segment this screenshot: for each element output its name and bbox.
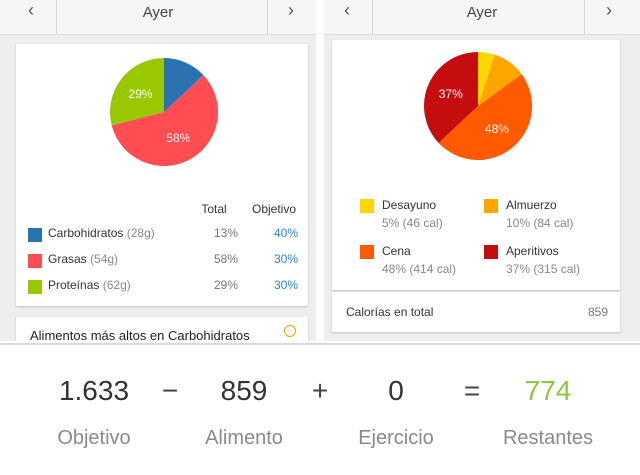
legend-detail: 10% (84 cal) — [506, 216, 574, 230]
info-icon[interactable] — [284, 325, 296, 337]
top-foods-title: Alimentos más altos en Carbohidratos — [30, 328, 250, 341]
plus-sign: + — [311, 375, 329, 406]
macros-slice-carbohidratos — [164, 58, 204, 112]
meals-card: 48% 37% Desayuno 5% (46 cal) Almuerzo 10%… — [332, 40, 620, 290]
goal-label: Objetivo — [57, 427, 131, 449]
meals-slice-desayuno — [478, 52, 495, 106]
chevron-left-icon[interactable]: ‹ — [28, 0, 34, 20]
meals-slice-aperitivos — [424, 52, 478, 143]
food-value: 859 — [220, 375, 268, 406]
legend-detail: 37% (315 cal) — [506, 262, 581, 276]
calories-panel: ‹ Ayer › 48% 37% Desayuno 5% (46 cal) Alm… — [324, 0, 640, 341]
legend-name: Almuerzo — [506, 198, 557, 212]
total-calories-value: 859 — [587, 305, 608, 319]
macros-slice-grasas — [111, 75, 218, 166]
exercise-label: Ejercicio — [358, 427, 434, 449]
legend-detail: 5% (46 cal) — [382, 216, 443, 230]
chevron-right-icon[interactable]: › — [606, 0, 612, 20]
macro-name: Grasas — [48, 252, 87, 266]
macros-pie-chart: 58% 29% — [110, 58, 218, 166]
legend-name: Cena — [382, 244, 411, 258]
legend-name: Aperitivos — [506, 244, 559, 258]
macro-row-carbs[interactable]: Carbohidratos (28g) 13% 40% — [28, 224, 298, 248]
macros-slice-proteínas — [110, 58, 164, 126]
legend-name: Desayuno — [382, 198, 437, 212]
macro-grams: (28g) — [126, 226, 155, 240]
macro-name: Proteínas — [48, 278, 100, 292]
remaining-label: Restantes — [502, 427, 594, 449]
protein-color-swatch — [28, 280, 42, 294]
date-navigator: ‹ Ayer › — [0, 0, 316, 35]
breakfast-color-swatch — [360, 199, 374, 213]
snacks-color-swatch — [484, 245, 498, 259]
exercise-value: 0 — [388, 375, 404, 406]
macros-slice-label: 58% — [166, 131, 190, 145]
macro-goal[interactable]: 40% — [273, 226, 299, 240]
food-label: Alimento — [205, 427, 283, 449]
calorie-summary: 1.633 − 859 + 0 = 774 Objetivo Alimento … — [0, 343, 640, 475]
carbs-color-swatch — [28, 228, 42, 242]
meals-slice-label: 37% — [439, 87, 463, 101]
chevron-right-icon[interactable]: › — [288, 0, 294, 20]
dinner-color-swatch — [360, 245, 374, 259]
macro-grams: (54g) — [90, 252, 119, 266]
equals-sign: = — [463, 375, 481, 406]
macro-row-protein[interactable]: Proteínas (62g) 29% 30% — [28, 276, 298, 300]
column-header-goal: Objetivo — [251, 202, 297, 216]
legend-detail: 48% (414 cal) — [382, 262, 457, 276]
meals-slice-almuerzo — [478, 54, 522, 106]
meals-pie-chart: 48% 37% — [424, 52, 532, 160]
macro-name: Carbohidratos — [48, 226, 124, 240]
macro-goal[interactable]: 30% — [273, 278, 299, 292]
date-label: Ayer — [142, 4, 174, 21]
macro-total: 13% — [213, 226, 239, 240]
total-calories-row: Calorías en total 859 — [332, 292, 620, 332]
top-foods-card[interactable]: Alimentos más altos en Carbohidratos — [16, 317, 308, 341]
macro-total: 58% — [213, 252, 239, 266]
total-calories-label: Calorías en total — [346, 305, 434, 319]
fat-color-swatch — [28, 254, 42, 268]
meals-slice-cena — [438, 74, 532, 160]
macro-grams: (62g) — [102, 278, 131, 292]
date-navigator: ‹ Ayer › — [324, 0, 640, 35]
remaining-value: 774 — [524, 375, 572, 406]
macro-total: 29% — [213, 278, 239, 292]
macro-row-fat[interactable]: Grasas (54g) 58% 30% — [28, 250, 298, 274]
macro-goal[interactable]: 30% — [273, 252, 299, 266]
minus-sign: − — [161, 375, 179, 406]
chevron-left-icon[interactable]: ‹ — [344, 0, 350, 20]
macros-card: 58% 29% Total Objetivo Carbohidratos (28g… — [16, 44, 308, 306]
macros-slice-label: 29% — [129, 87, 153, 101]
goal-value: 1.633 — [58, 375, 130, 406]
lunch-color-swatch — [484, 199, 498, 213]
column-header-total: Total — [201, 202, 227, 216]
date-label: Ayer — [466, 4, 498, 21]
macros-panel: ‹ Ayer › 58% 29% Total Objetivo Carbohidr… — [0, 0, 316, 341]
meals-slice-label: 48% — [485, 122, 509, 136]
